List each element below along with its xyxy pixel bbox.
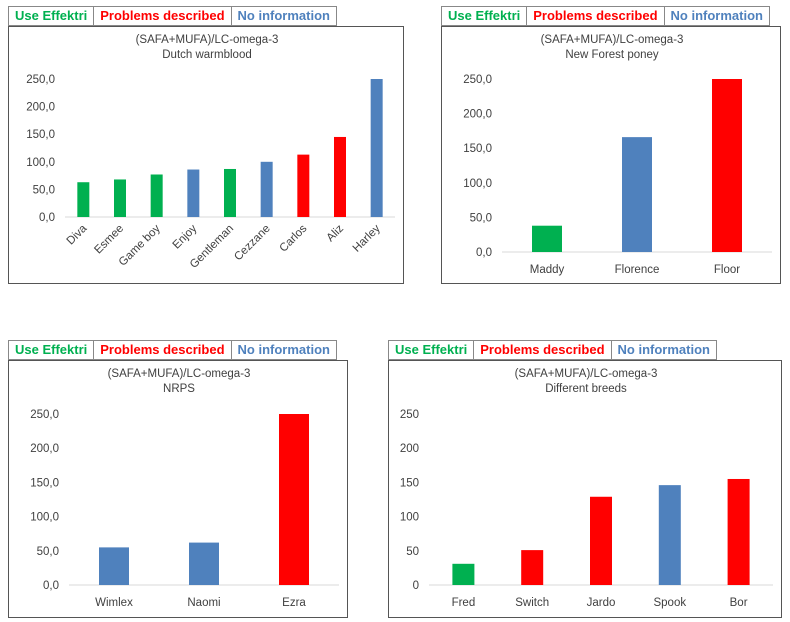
y-tick-label: 200 xyxy=(400,443,419,455)
y-tick-label: 100,0 xyxy=(463,178,492,190)
y-tick-label: 200,0 xyxy=(463,109,492,121)
chart-subtitle: Different breeds xyxy=(545,383,627,395)
bar xyxy=(297,154,310,217)
bar xyxy=(99,547,129,585)
chart-box: (SAFA+MUFA)/LC-omega-3 New Forest poney … xyxy=(441,26,781,284)
y-tick-label: 50,0 xyxy=(470,212,492,224)
bar xyxy=(521,550,544,585)
y-tick-label: 250,0 xyxy=(463,74,492,86)
legend-item-use-effektri: Use Effektri xyxy=(389,341,475,359)
chart-svg: (SAFA+MUFA)/LC-omega-3 Dutch warmblood 0… xyxy=(26,34,395,271)
y-tick-label: 0,0 xyxy=(43,580,59,592)
legend-item-no-information: No information xyxy=(237,342,330,357)
bar xyxy=(532,225,562,252)
chart-box: (SAFA+MUFA)/LC-omega-3 Dutch warmblood 0… xyxy=(8,26,404,284)
y-tick-label: 50,0 xyxy=(33,184,55,196)
x-tick-label: Fred xyxy=(452,597,476,609)
chart-svg: (SAFA+MUFA)/LC-omega-3 NRPS 0,0 50,0 100,0… xyxy=(30,368,339,609)
chart-svg: (SAFA+MUFA)/LC-omega-3 New Forest poney … xyxy=(463,34,772,276)
x-tick-label: Switch xyxy=(515,597,549,609)
y-tick-label: 100 xyxy=(400,512,419,524)
x-tick-label: Diva xyxy=(65,222,90,247)
bar xyxy=(452,563,475,585)
y-tick-label: 200,0 xyxy=(26,102,55,114)
legend-item-problems-described: Problems described xyxy=(94,341,232,359)
chart-subtitle: NRPS xyxy=(163,383,195,395)
bar xyxy=(260,161,273,217)
y-tick-label: 250,0 xyxy=(26,74,55,86)
chart-box: (SAFA+MUFA)/LC-omega-3 NRPS 0,0 50,0 100,0… xyxy=(8,360,348,618)
bar xyxy=(622,137,652,252)
chart-title: (SAFA+MUFA)/LC-omega-3 xyxy=(541,34,684,46)
y-tick-label: 150,0 xyxy=(463,143,492,155)
x-tick-label: Maddy xyxy=(530,264,565,276)
legend-item-use-effektri: Use Effektri xyxy=(9,341,95,359)
chart-panel-different-breeds: Use Effektri Problems described No infor… xyxy=(388,340,782,618)
y-tick-label: 0 xyxy=(413,580,419,592)
y-tick-label: 150,0 xyxy=(26,129,55,141)
legend: Use Effektri Problems described No infor… xyxy=(8,6,337,26)
x-tick-label: Cezzane xyxy=(232,223,273,264)
bar xyxy=(187,169,200,217)
bar xyxy=(150,174,163,217)
x-tick-label: Enjoy xyxy=(171,222,200,251)
chart-title: (SAFA+MUFA)/LC-omega-3 xyxy=(108,368,251,380)
x-tick-label: Bor xyxy=(730,597,748,609)
legend-item-use-effektri: Use Effektri xyxy=(442,7,528,25)
bar xyxy=(658,485,681,585)
bar xyxy=(590,496,612,585)
y-tick-label: 200,0 xyxy=(30,443,59,455)
y-tick-label: 250 xyxy=(400,409,419,421)
x-tick-label: Jardo xyxy=(587,597,616,609)
y-tick-label: 150,0 xyxy=(30,477,59,489)
legend-item-no-information: No information xyxy=(670,8,763,23)
x-tick-label: Esmee xyxy=(92,223,126,257)
chart-panel-nrps: Use Effektri Problems described No infor… xyxy=(8,340,348,618)
chart-panel-new-forest-poney: Use Effektri Problems described No infor… xyxy=(441,6,781,284)
legend-item-use-effektri: Use Effektri xyxy=(9,7,95,25)
bar xyxy=(77,182,90,217)
legend: Use Effektri Problems described No infor… xyxy=(388,340,717,360)
chart-box: (SAFA+MUFA)/LC-omega-3 Different breeds … xyxy=(388,360,782,618)
x-tick-label: Wimlex xyxy=(95,597,133,609)
bar xyxy=(370,79,383,217)
legend-item-problems-described: Problems described xyxy=(474,341,612,359)
bar xyxy=(727,478,750,585)
bar xyxy=(334,136,346,217)
x-tick-label: Floor xyxy=(714,264,740,276)
legend-item-no-information: No information xyxy=(237,8,330,23)
chart-panel-dutch-warmblood: Use Effektri Problems described No infor… xyxy=(8,6,404,284)
y-tick-label: 50,0 xyxy=(37,546,59,558)
x-tick-label: Carlos xyxy=(277,222,309,254)
y-tick-label: 150 xyxy=(400,477,419,489)
legend-item-no-information: No information xyxy=(617,342,710,357)
x-tick-label: Florence xyxy=(615,264,660,276)
chart-svg: (SAFA+MUFA)/LC-omega-3 Different breeds … xyxy=(400,368,773,609)
y-tick-label: 0,0 xyxy=(476,247,492,259)
y-tick-label: 250,0 xyxy=(30,409,59,421)
y-tick-label: 100,0 xyxy=(30,512,59,524)
y-tick-label: 100,0 xyxy=(26,157,55,169)
chart-subtitle: Dutch warmblood xyxy=(162,49,251,61)
chart-subtitle: New Forest poney xyxy=(565,49,659,61)
x-tick-label: Naomi xyxy=(187,597,220,609)
x-tick-label: Ezra xyxy=(282,597,306,609)
x-tick-label: Aliz xyxy=(325,222,347,244)
x-tick-label: Harley xyxy=(351,222,383,254)
bar xyxy=(712,79,742,252)
bar xyxy=(224,168,236,217)
legend: Use Effektri Problems described No infor… xyxy=(8,340,337,360)
y-tick-label: 0,0 xyxy=(39,212,55,224)
legend-item-problems-described: Problems described xyxy=(94,7,232,25)
chart-title: (SAFA+MUFA)/LC-omega-3 xyxy=(515,368,658,380)
y-tick-label: 50 xyxy=(406,546,419,558)
legend: Use Effektri Problems described No infor… xyxy=(441,6,770,26)
bar xyxy=(189,542,219,585)
x-tick-label: Spook xyxy=(653,597,686,609)
bar xyxy=(279,414,309,585)
legend-item-problems-described: Problems described xyxy=(527,7,665,25)
bar xyxy=(114,179,126,217)
chart-title: (SAFA+MUFA)/LC-omega-3 xyxy=(136,34,279,46)
